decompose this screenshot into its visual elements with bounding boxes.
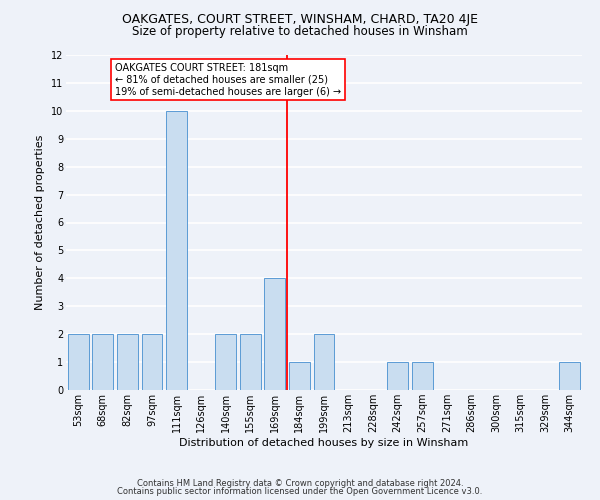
Bar [142,334,163,390]
Bar [92,334,113,390]
Bar [117,334,138,390]
Y-axis label: Number of detached properties: Number of detached properties [35,135,45,310]
Bar [265,278,286,390]
Bar [240,334,261,390]
Bar [387,362,408,390]
Bar [166,111,187,390]
Bar [215,334,236,390]
Bar [314,334,334,390]
Bar [68,334,89,390]
Bar [559,362,580,390]
Text: OAKGATES COURT STREET: 181sqm
← 81% of detached houses are smaller (25)
19% of s: OAKGATES COURT STREET: 181sqm ← 81% of d… [115,64,341,96]
X-axis label: Distribution of detached houses by size in Winsham: Distribution of detached houses by size … [179,438,469,448]
Text: OAKGATES, COURT STREET, WINSHAM, CHARD, TA20 4JE: OAKGATES, COURT STREET, WINSHAM, CHARD, … [122,12,478,26]
Text: Contains public sector information licensed under the Open Government Licence v3: Contains public sector information licen… [118,487,482,496]
Bar [289,362,310,390]
Text: Size of property relative to detached houses in Winsham: Size of property relative to detached ho… [132,25,468,38]
Bar [412,362,433,390]
Text: Contains HM Land Registry data © Crown copyright and database right 2024.: Contains HM Land Registry data © Crown c… [137,478,463,488]
